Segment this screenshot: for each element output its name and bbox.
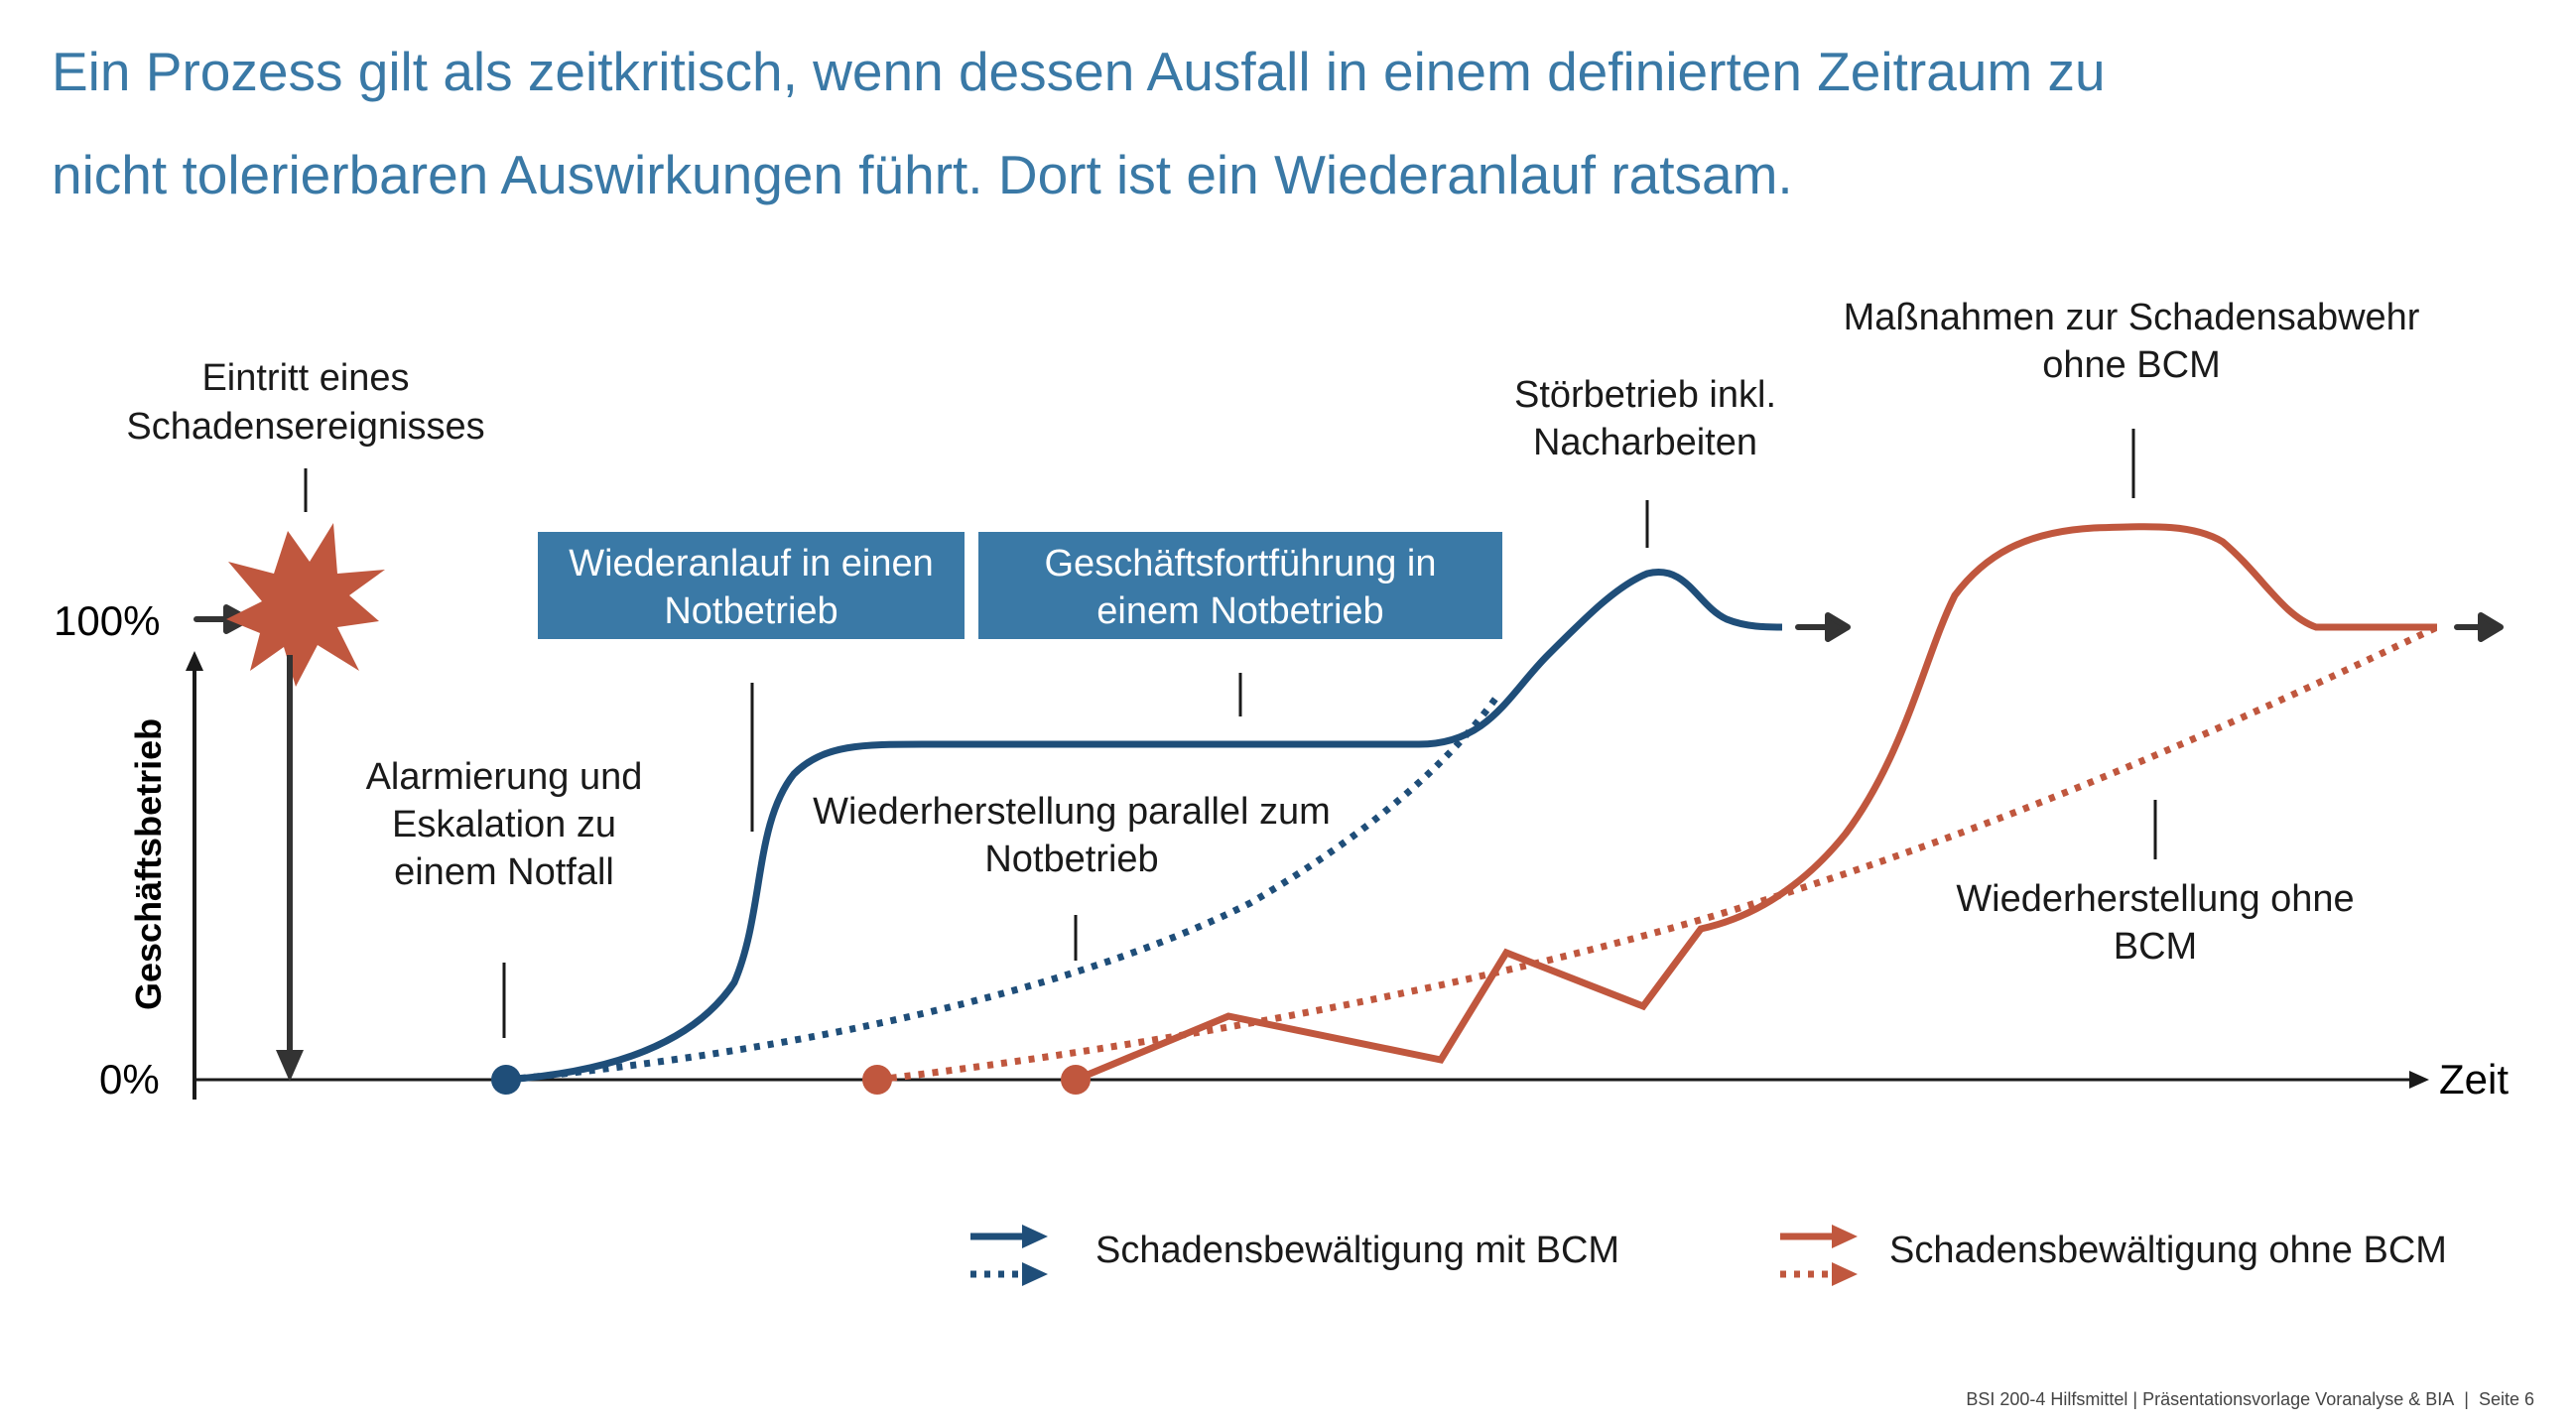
with-bcm-end-arrow-icon [1795, 612, 1851, 642]
x-axis-arrowhead [2409, 1071, 2429, 1089]
x-axis-title: Zeit [2439, 1056, 2509, 1103]
headline: Ein Prozess gilt als zeitkritisch, wenn … [52, 20, 2512, 226]
without-bcm-restoration-dotted [876, 623, 2439, 1084]
y-axis-arrowhead [186, 651, 203, 671]
footer-separator: | [2464, 1389, 2469, 1409]
footer: BSI 200-4 Hilfsmittel | Präsentationsvor… [1966, 1389, 2534, 1410]
without-bcm-end-arrow-icon [2454, 612, 2504, 642]
annotation-measures: Maßnahmen zur Schadensabwehr ohne BCM [1844, 297, 2420, 498]
y-axis-title: Geschäftsbetrieb [128, 718, 169, 1010]
box-restart-line-1: Wiederanlauf in einen [569, 543, 934, 584]
restore-without-line-1: Wiederherstellung ohne [1956, 878, 2354, 920]
alarm-line-2: Eskalation zu [392, 804, 616, 845]
measures-line-2: ohne BCM [2042, 344, 2221, 386]
disturbed-line-2: Nacharbeiten [1533, 422, 1757, 463]
legend-with-bcm-dotted-arrow-icon [970, 1262, 1048, 1286]
with-bcm-solid-curve [505, 569, 1783, 1084]
annotation-restore-without: Wiederherstellung ohne BCM [1956, 800, 2355, 968]
legend-with-bcm-solid-arrow-icon [970, 1225, 1048, 1248]
with-bcm-start-dot [491, 1065, 521, 1095]
box-continuity-line-1: Geschäftsfortführung in [1045, 543, 1437, 584]
annotation-disturbed: Störbetrieb inkl. Nacharbeiten [1514, 374, 1776, 548]
legend-without-bcm-dotted-arrow-icon [1780, 1262, 1858, 1286]
without-bcm-start-dot-2 [1061, 1065, 1091, 1095]
box-restart-line-2: Notbetrieb [664, 590, 837, 632]
event-label-line-2: Schadensereignisses [126, 406, 484, 448]
with-bcm-restoration-dotted [505, 692, 1501, 1084]
explosion-icon [226, 523, 385, 687]
legend-without-bcm-label: Schadensbewältigung ohne BCM [1889, 1230, 2447, 1271]
without-bcm-start-dot-1 [862, 1065, 892, 1095]
legend: Schadensbewältigung mit BCM Schadensbewä… [970, 1225, 2447, 1286]
alarm-line-3: einem Notfall [394, 851, 614, 893]
annotation-alarm: Alarmierung und Eskalation zu einem Notf… [366, 756, 643, 1038]
box-restart: Wiederanlauf in einen Notbetrieb [538, 532, 965, 639]
box-restart-bg [538, 532, 965, 639]
curves-without-bcm [862, 523, 2504, 1095]
annotation-restore-parallel: Wiederherstellung parallel zum Notbetrie… [813, 791, 1331, 961]
alarm-line-1: Alarmierung und [366, 756, 643, 798]
without-bcm-solid-curve [1074, 523, 2437, 1084]
legend-item-without-bcm: Schadensbewältigung ohne BCM [1780, 1225, 2447, 1286]
restore-parallel-line-1: Wiederherstellung parallel zum [813, 791, 1331, 833]
curves-with-bcm [491, 569, 1851, 1095]
headline-line-1: Ein Prozess gilt als zeitkritisch, wenn … [52, 41, 2106, 102]
legend-with-bcm-label: Schadensbewältigung mit BCM [1095, 1230, 1619, 1271]
event-drop-arrowhead [276, 1050, 304, 1082]
footer-source: BSI 200-4 Hilfsmittel | Präsentationsvor… [1966, 1389, 2455, 1409]
legend-item-with-bcm: Schadensbewältigung mit BCM [970, 1225, 1619, 1286]
box-continuity: Geschäftsfortführung in einem Notbetrieb [978, 532, 1502, 639]
damage-event: Eintritt eines Schadensereignisses [126, 357, 485, 1082]
y-label-100: 100% [54, 597, 160, 644]
legend-without-bcm-solid-arrow-icon [1780, 1225, 1858, 1248]
box-continuity-line-2: einem Notbetrieb [1096, 590, 1383, 632]
footer-page: Seite 6 [2478, 1389, 2534, 1409]
restore-without-line-2: BCM [2114, 926, 2197, 968]
headline-line-2: nicht tolerierbaren Auswirkungen führt. … [52, 144, 1793, 205]
y-label-0: 0% [99, 1056, 160, 1103]
event-label-line-1: Eintritt eines [201, 357, 409, 399]
box-continuity-bg [978, 532, 1502, 639]
restore-parallel-line-2: Notbetrieb [984, 839, 1158, 880]
measures-line-1: Maßnahmen zur Schadensabwehr [1844, 297, 2420, 338]
disturbed-line-1: Störbetrieb inkl. [1514, 374, 1776, 416]
